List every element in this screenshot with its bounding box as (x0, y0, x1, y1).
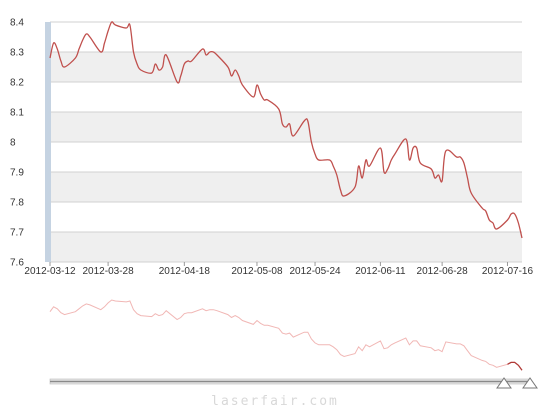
chart-band (50, 52, 522, 82)
y-tick-labels: 7.6 7.7 7.8 7.9 8 8.1 8.2 8.3 8.4 (10, 18, 24, 269)
navigator-series-line-faded (49, 299, 523, 371)
y-tick-label: 7.9 (10, 168, 24, 179)
navigator-series-line-selected (507, 361, 523, 371)
y-tick-label: 7.8 (10, 198, 24, 209)
y-axis-bar (45, 22, 51, 262)
navigator-right-handle[interactable] (522, 377, 538, 389)
x-tick-label: 2012-03-28 (83, 266, 135, 277)
y-tick-label: 8.1 (10, 108, 24, 119)
y-tick-label: 7.7 (10, 228, 24, 239)
x-tick-label: 2012-03-12 (24, 266, 76, 277)
navigator-left-handle[interactable] (496, 377, 512, 389)
chart-band (50, 202, 522, 232)
y-tick-label: 8.3 (10, 48, 24, 59)
series-line (49, 21, 523, 239)
y-tick-label: 8.4 (10, 18, 24, 29)
x-tick-label: 2012-04-18 (159, 266, 211, 277)
x-tick-label: 2012-06-28 (417, 266, 469, 277)
x-tick-label: 2012-05-08 (231, 266, 283, 277)
x-tick-label: 2012-07-16 (482, 266, 534, 277)
y-tick-label: 8 (10, 138, 16, 149)
chart-band (50, 82, 522, 112)
chart-band (50, 22, 522, 52)
x-tick-label: 2012-05-24 (289, 266, 341, 277)
y-tick-label: 7.6 (10, 258, 24, 269)
x-tick-labels: 2012-03-12 2012-03-28 2012-04-18 2012-05-08… (24, 262, 533, 277)
x-tick-label: 2012-06-11 (355, 266, 406, 277)
chart-band (50, 172, 522, 202)
range-navigator[interactable] (49, 299, 538, 389)
y-tick-label: 8.2 (10, 78, 24, 89)
gridlines (50, 21, 522, 263)
chart-band (50, 232, 522, 262)
chart-band (50, 142, 522, 172)
watermark: laserfair.com (211, 394, 339, 409)
